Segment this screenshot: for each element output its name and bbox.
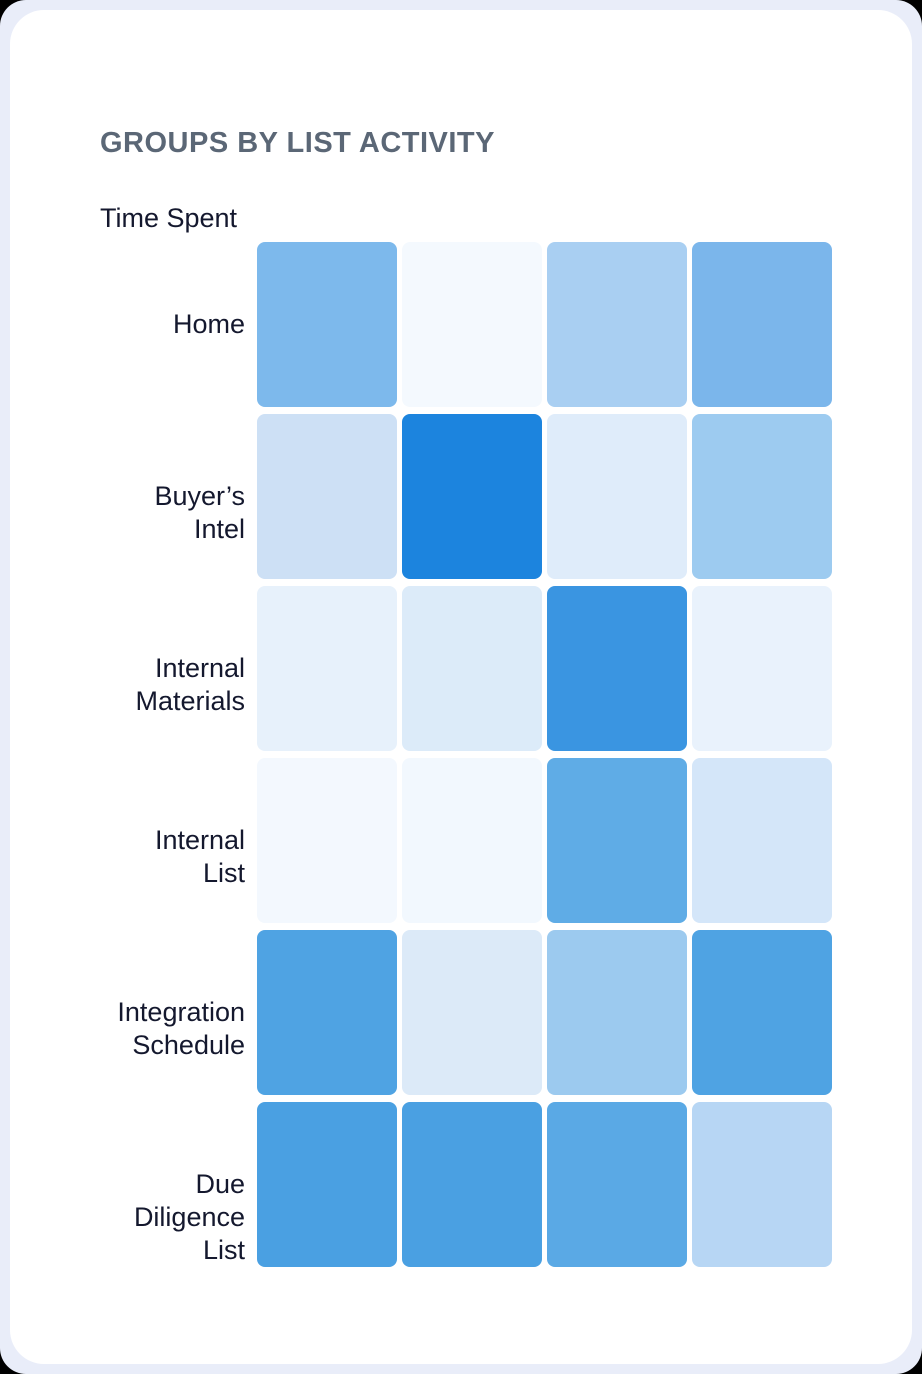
heatmap-cell-r2c3[interactable]	[547, 414, 687, 579]
heatmap-cell-r5c2[interactable]	[402, 930, 542, 1095]
heatmap-cell-r6c3[interactable]	[547, 1102, 687, 1267]
heatmap-cell-r4c3[interactable]	[547, 758, 687, 923]
heatmap-cell-r2c4[interactable]	[692, 414, 832, 579]
heatmap-cell-r4c2[interactable]	[402, 758, 542, 923]
heatmap-cell-r1c4[interactable]	[692, 242, 832, 407]
heatmap-cell-r1c1[interactable]	[257, 242, 397, 407]
row-label-buyers-intel: Buyer’s Intel	[154, 480, 245, 544]
chart-title: GROUPS BY LIST ACTIVITY	[100, 127, 495, 159]
heatmap-cell-r6c1[interactable]	[257, 1102, 397, 1267]
heatmap-cell-r3c3[interactable]	[547, 586, 687, 751]
heatmap-cell-r4c1[interactable]	[257, 758, 397, 923]
heatmap-cell-r5c3[interactable]	[547, 930, 687, 1095]
row-label-internal-materials: Internal Materials	[135, 652, 245, 716]
row-label-internal-list: Internal List	[154, 824, 245, 888]
heatmap-cell-r3c2[interactable]	[402, 586, 542, 751]
row-label-home: Home	[172, 308, 245, 339]
axis-header-time-spent: Time Spent	[100, 203, 238, 233]
heatmap-cell-r6c2[interactable]	[402, 1102, 542, 1267]
row-label-due-diligence-list: Due Diligence List	[133, 1168, 245, 1265]
row-label-integration-schedule: Integration Schedule	[117, 996, 245, 1060]
heatmap-cell-r1c3[interactable]	[547, 242, 687, 407]
heatmap-cell-r4c4[interactable]	[692, 758, 832, 923]
heatmap-cell-r5c1[interactable]	[257, 930, 397, 1095]
heatmap-cell-r2c1[interactable]	[257, 414, 397, 579]
heatmap-cell-r5c4[interactable]	[692, 930, 832, 1095]
heatmap-cell-r6c4[interactable]	[692, 1102, 832, 1267]
heatmap-cell-r1c2[interactable]	[402, 242, 542, 407]
heatmap-cell-r3c1[interactable]	[257, 586, 397, 751]
heatmap-cell-r3c4[interactable]	[692, 586, 832, 751]
heatmap-grid: Home Buyer’s Intel Internal Materials Interna…	[100, 242, 832, 1267]
heatmap-cell-r2c2[interactable]	[402, 414, 542, 579]
